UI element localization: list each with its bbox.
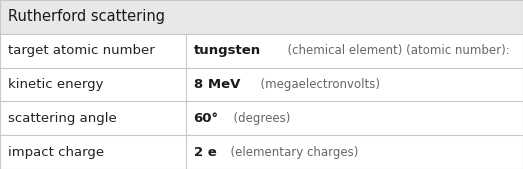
Text: impact charge: impact charge (8, 146, 104, 159)
Text: 2 e: 2 e (194, 146, 216, 159)
Text: scattering angle: scattering angle (8, 112, 117, 125)
Text: target atomic number: target atomic number (8, 44, 155, 57)
Text: (megaelectronvolts): (megaelectronvolts) (253, 78, 380, 91)
Bar (0, 0, 523, 34)
Text: Rutherford scattering: Rutherford scattering (8, 9, 165, 24)
Text: (chemical element) (atomic number):: (chemical element) (atomic number): (280, 44, 514, 57)
Bar (0, 68, 523, 101)
Text: 60°: 60° (194, 112, 219, 125)
Text: tungsten: tungsten (194, 44, 260, 57)
Text: (elementary charges): (elementary charges) (223, 146, 358, 159)
Text: kinetic energy: kinetic energy (8, 78, 104, 91)
Text: 8 MeV: 8 MeV (194, 78, 240, 91)
Bar (0, 101, 523, 135)
Bar (0, 135, 523, 169)
Text: (degrees): (degrees) (226, 112, 290, 125)
Bar (0, 34, 523, 68)
